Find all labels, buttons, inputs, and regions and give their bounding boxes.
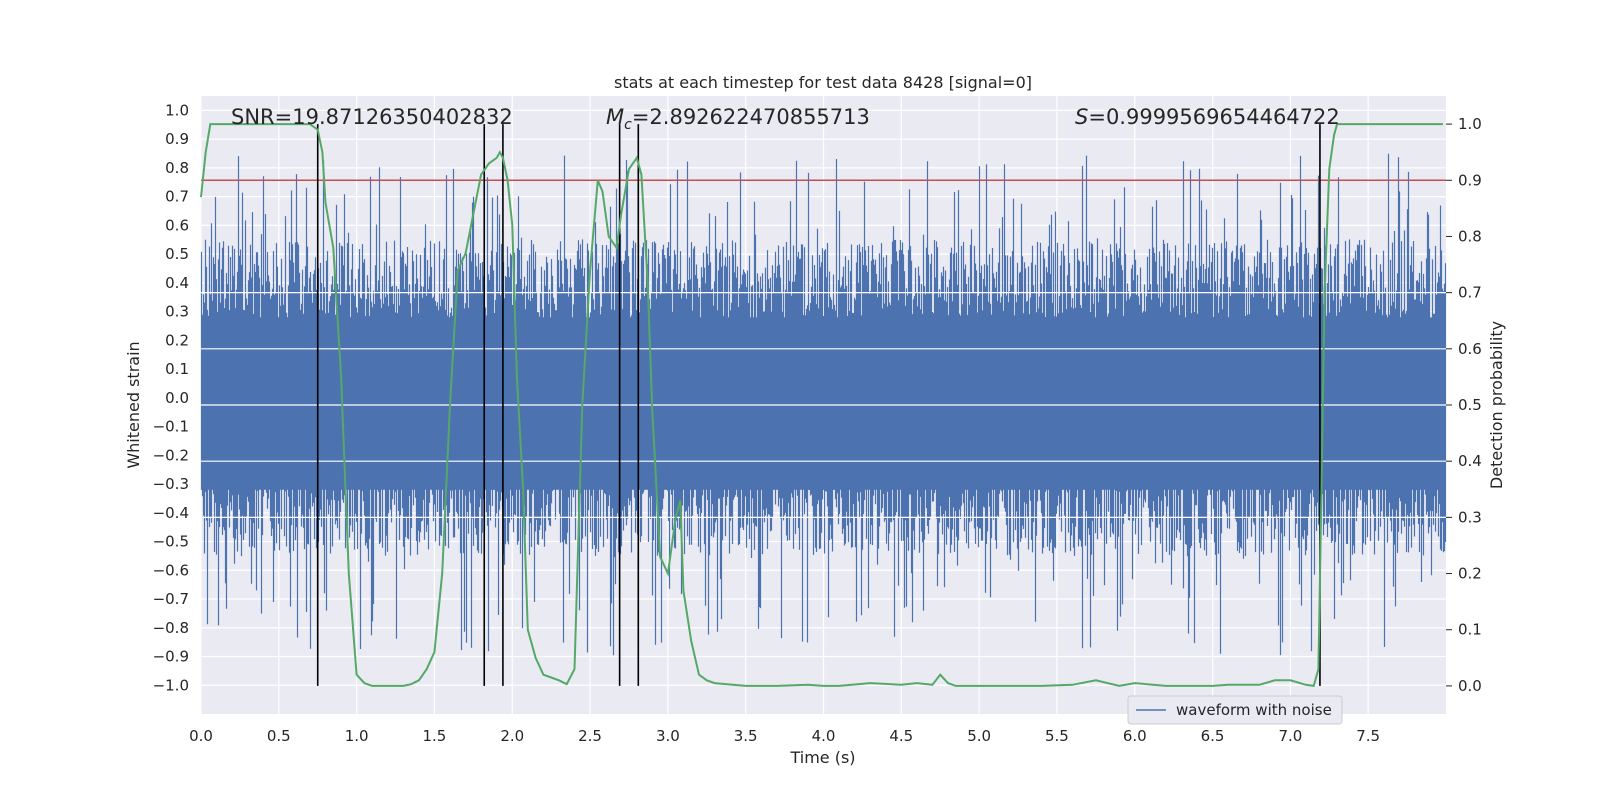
y2-tick-label: 0.1	[1458, 621, 1482, 639]
y2-tick-label: 0.2	[1458, 565, 1482, 583]
chart-title: stats at each timestep for test data 842…	[614, 73, 1032, 92]
chirp-mass-symbol: M	[606, 105, 624, 129]
y-tick-label: 0.9	[165, 130, 189, 148]
y-tick-label: −0.8	[153, 619, 189, 637]
x-tick-label: 7.0	[1278, 727, 1302, 745]
chirp-mass-annotation: Mc=2.892622470855713	[606, 105, 870, 133]
chirp-mass-value: =2.892622470855713	[632, 105, 870, 129]
y2-tick-label: 0.4	[1458, 452, 1482, 470]
snr-annotation: SNR=19.87126350402832	[231, 105, 513, 129]
y-tick-label: −0.2	[153, 446, 189, 464]
x-tick-label: 3.5	[734, 727, 758, 745]
x-tick-label: 2.0	[500, 727, 524, 745]
y-tick-label: −0.4	[153, 504, 189, 522]
x-tick-label: 4.5	[889, 727, 913, 745]
y2-tick-label: 1.0	[1458, 115, 1482, 133]
overlays	[201, 124, 1446, 686]
y2-tick-label: 0.7	[1458, 284, 1482, 302]
s-value: =0.9999569654464722	[1088, 105, 1339, 129]
x-tick-label: 4.0	[812, 727, 836, 745]
legend-label: waveform with noise	[1176, 701, 1332, 719]
x-tick-label: 1.0	[345, 727, 369, 745]
s-symbol: S	[1075, 105, 1088, 129]
y-tick-label: 0.6	[165, 216, 189, 234]
y-tick-label: 0.1	[165, 360, 189, 378]
ticks: 0.0 0.5 1.0 1.5 2.0 2.5 3.0 3.5 4.0 4.5 5.0 5.5 6.0 6…	[153, 101, 1482, 745]
x-tick-label: 7.5	[1356, 727, 1380, 745]
s-annotation: S=0.9999569654464722	[1075, 105, 1340, 129]
y2-tick-label: 0.9	[1458, 171, 1482, 189]
detection-probability-series	[200, 123, 1443, 688]
y-tick-label: 0.8	[165, 159, 189, 177]
x-tick-label: 5.0	[967, 727, 991, 745]
chirp-mass-subscript: c	[624, 117, 632, 133]
x-tick-label: 6.0	[1123, 727, 1147, 745]
y-tick-label: 1.0	[165, 101, 189, 119]
x-tick-label: 2.5	[578, 727, 602, 745]
y-tick-label: −0.1	[153, 418, 189, 436]
y-tick-label: −0.5	[153, 533, 189, 551]
waveform-core	[201, 317, 1446, 490]
x-tick-label: 1.5	[423, 727, 447, 745]
detection-probability-line	[200, 123, 1443, 688]
y-tick-label: −1.0	[153, 676, 189, 694]
x-axis-label: Time (s)	[789, 748, 855, 767]
y-axis-label: Whitened strain	[124, 341, 143, 468]
y2-axis-label: Detection probability	[1487, 321, 1506, 489]
y-tick-label: 0.0	[165, 389, 189, 407]
y-tick-label: 0.7	[165, 188, 189, 206]
y-tick-label: 0.5	[165, 245, 189, 263]
y-tick-label: 0.4	[165, 274, 189, 292]
y2-tick-label: 0.5	[1458, 396, 1482, 414]
y-tick-label: −0.6	[153, 561, 189, 579]
legend: waveform with noise	[1127, 695, 1343, 725]
y-tick-label: 0.3	[165, 303, 189, 321]
y-tick-label: −0.3	[153, 475, 189, 493]
x-tick-label: 5.5	[1045, 727, 1069, 745]
y2-tick-label: 0.8	[1458, 227, 1482, 245]
legend-box	[1127, 695, 1343, 725]
x-tick-label: 3.0	[656, 727, 680, 745]
y-tick-label: −0.9	[153, 648, 189, 666]
x-tick-label: 0.5	[267, 727, 291, 745]
y2-tick-label: 0.0	[1458, 677, 1482, 695]
y-tick-label: 0.2	[165, 331, 189, 349]
x-tick-label: 0.0	[189, 727, 213, 745]
x-tick-label: 6.5	[1201, 727, 1225, 745]
y2-tick-label: 0.6	[1458, 340, 1482, 358]
y2-tick-label: 0.3	[1458, 508, 1482, 526]
y-tick-label: −0.7	[153, 590, 189, 608]
